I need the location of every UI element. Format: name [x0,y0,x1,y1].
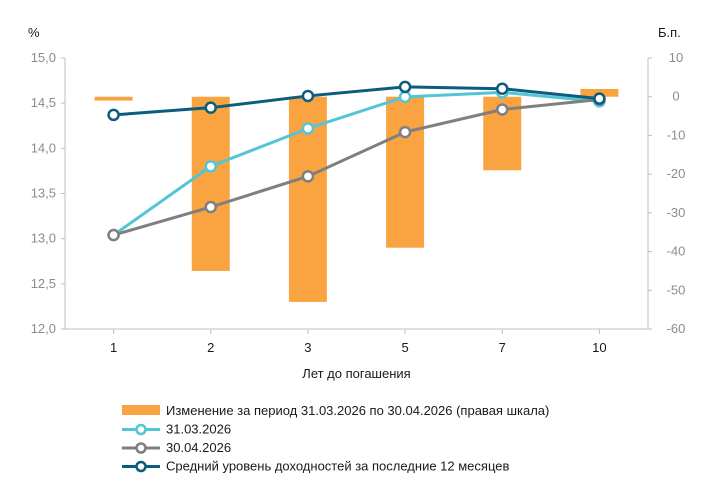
series-point-1 [301,122,315,135]
series-point-3 [107,108,120,122]
series-point-1 [398,90,412,104]
series-line-2 [113,98,600,237]
right-tick-label: -30 [667,205,686,220]
series-line-1 [112,90,600,237]
right-tick-label: 0 [672,89,679,104]
x-tick-label: 3 [304,340,311,355]
right-tick-label: -60 [667,321,686,336]
legend-marker-swatch [135,423,147,436]
left-axis-unit: % [28,25,40,40]
change-bar [94,96,133,101]
series-point-3 [496,82,509,95]
legend-marker-swatch [135,442,147,454]
x-tick-label: 2 [207,340,214,355]
right-tick-label: 10 [669,50,683,65]
left-tick-label: 12,0 [31,321,56,336]
series-point-2 [496,103,509,116]
change-bar [386,96,425,248]
right-tick-label: -50 [667,282,686,297]
right-axis-unit: Б.п. [658,25,681,40]
series-point-1 [204,160,217,173]
x-axis-title: Лет до погашения [302,366,410,381]
series-line-3 [113,85,600,117]
legend-bar-swatch [122,405,160,415]
right-tick-label: -20 [667,166,686,181]
x-tick-label: 10 [592,340,606,355]
x-tick-label: 1 [110,340,117,355]
legend-marker-swatch [135,460,147,473]
series-point-3 [301,89,315,103]
left-tick-label: 13,5 [31,186,56,201]
left-tick-label: 15,0 [31,50,56,65]
series-point-2 [398,125,412,139]
legend-series-label: 30.04.2026 [166,440,231,455]
lines-layer [107,80,606,242]
right-tick-label: -10 [667,127,686,142]
x-tick-label: 7 [499,340,506,355]
bars-layer [94,88,619,302]
series-point-3 [398,80,412,94]
left-tick-label: 12,5 [31,276,56,291]
left-tick-label: 13,0 [31,231,56,246]
right-axis: -60 -50 -40 -30 -20 -10 0 10 [647,50,686,336]
series-point-2 [301,170,315,183]
series-point-3 [204,101,217,114]
legend-bar-label: Изменение за период 31.03.2026 по 30.04.… [166,403,549,418]
legend-series-label: Средний уровень доходностей за последние… [166,459,509,474]
left-tick-label: 14,0 [31,140,56,155]
legend-series-label: 31.03.2026 [166,422,231,437]
x-axis: 1 2 3 5 7 10 [65,328,648,355]
series-point-2 [107,228,120,242]
legend: Изменение за период 31.03.2026 по 30.04.… [122,403,549,474]
change-bar [191,96,230,271]
left-axis: 12,0 12,5 13,0 13,5 14,0 14,5 15,0 [31,50,66,336]
left-tick-label: 14,5 [31,95,56,110]
x-tick-label: 5 [401,340,408,355]
series-point-2 [204,200,217,214]
right-tick-label: -40 [667,244,686,259]
series-point-3 [593,92,606,105]
